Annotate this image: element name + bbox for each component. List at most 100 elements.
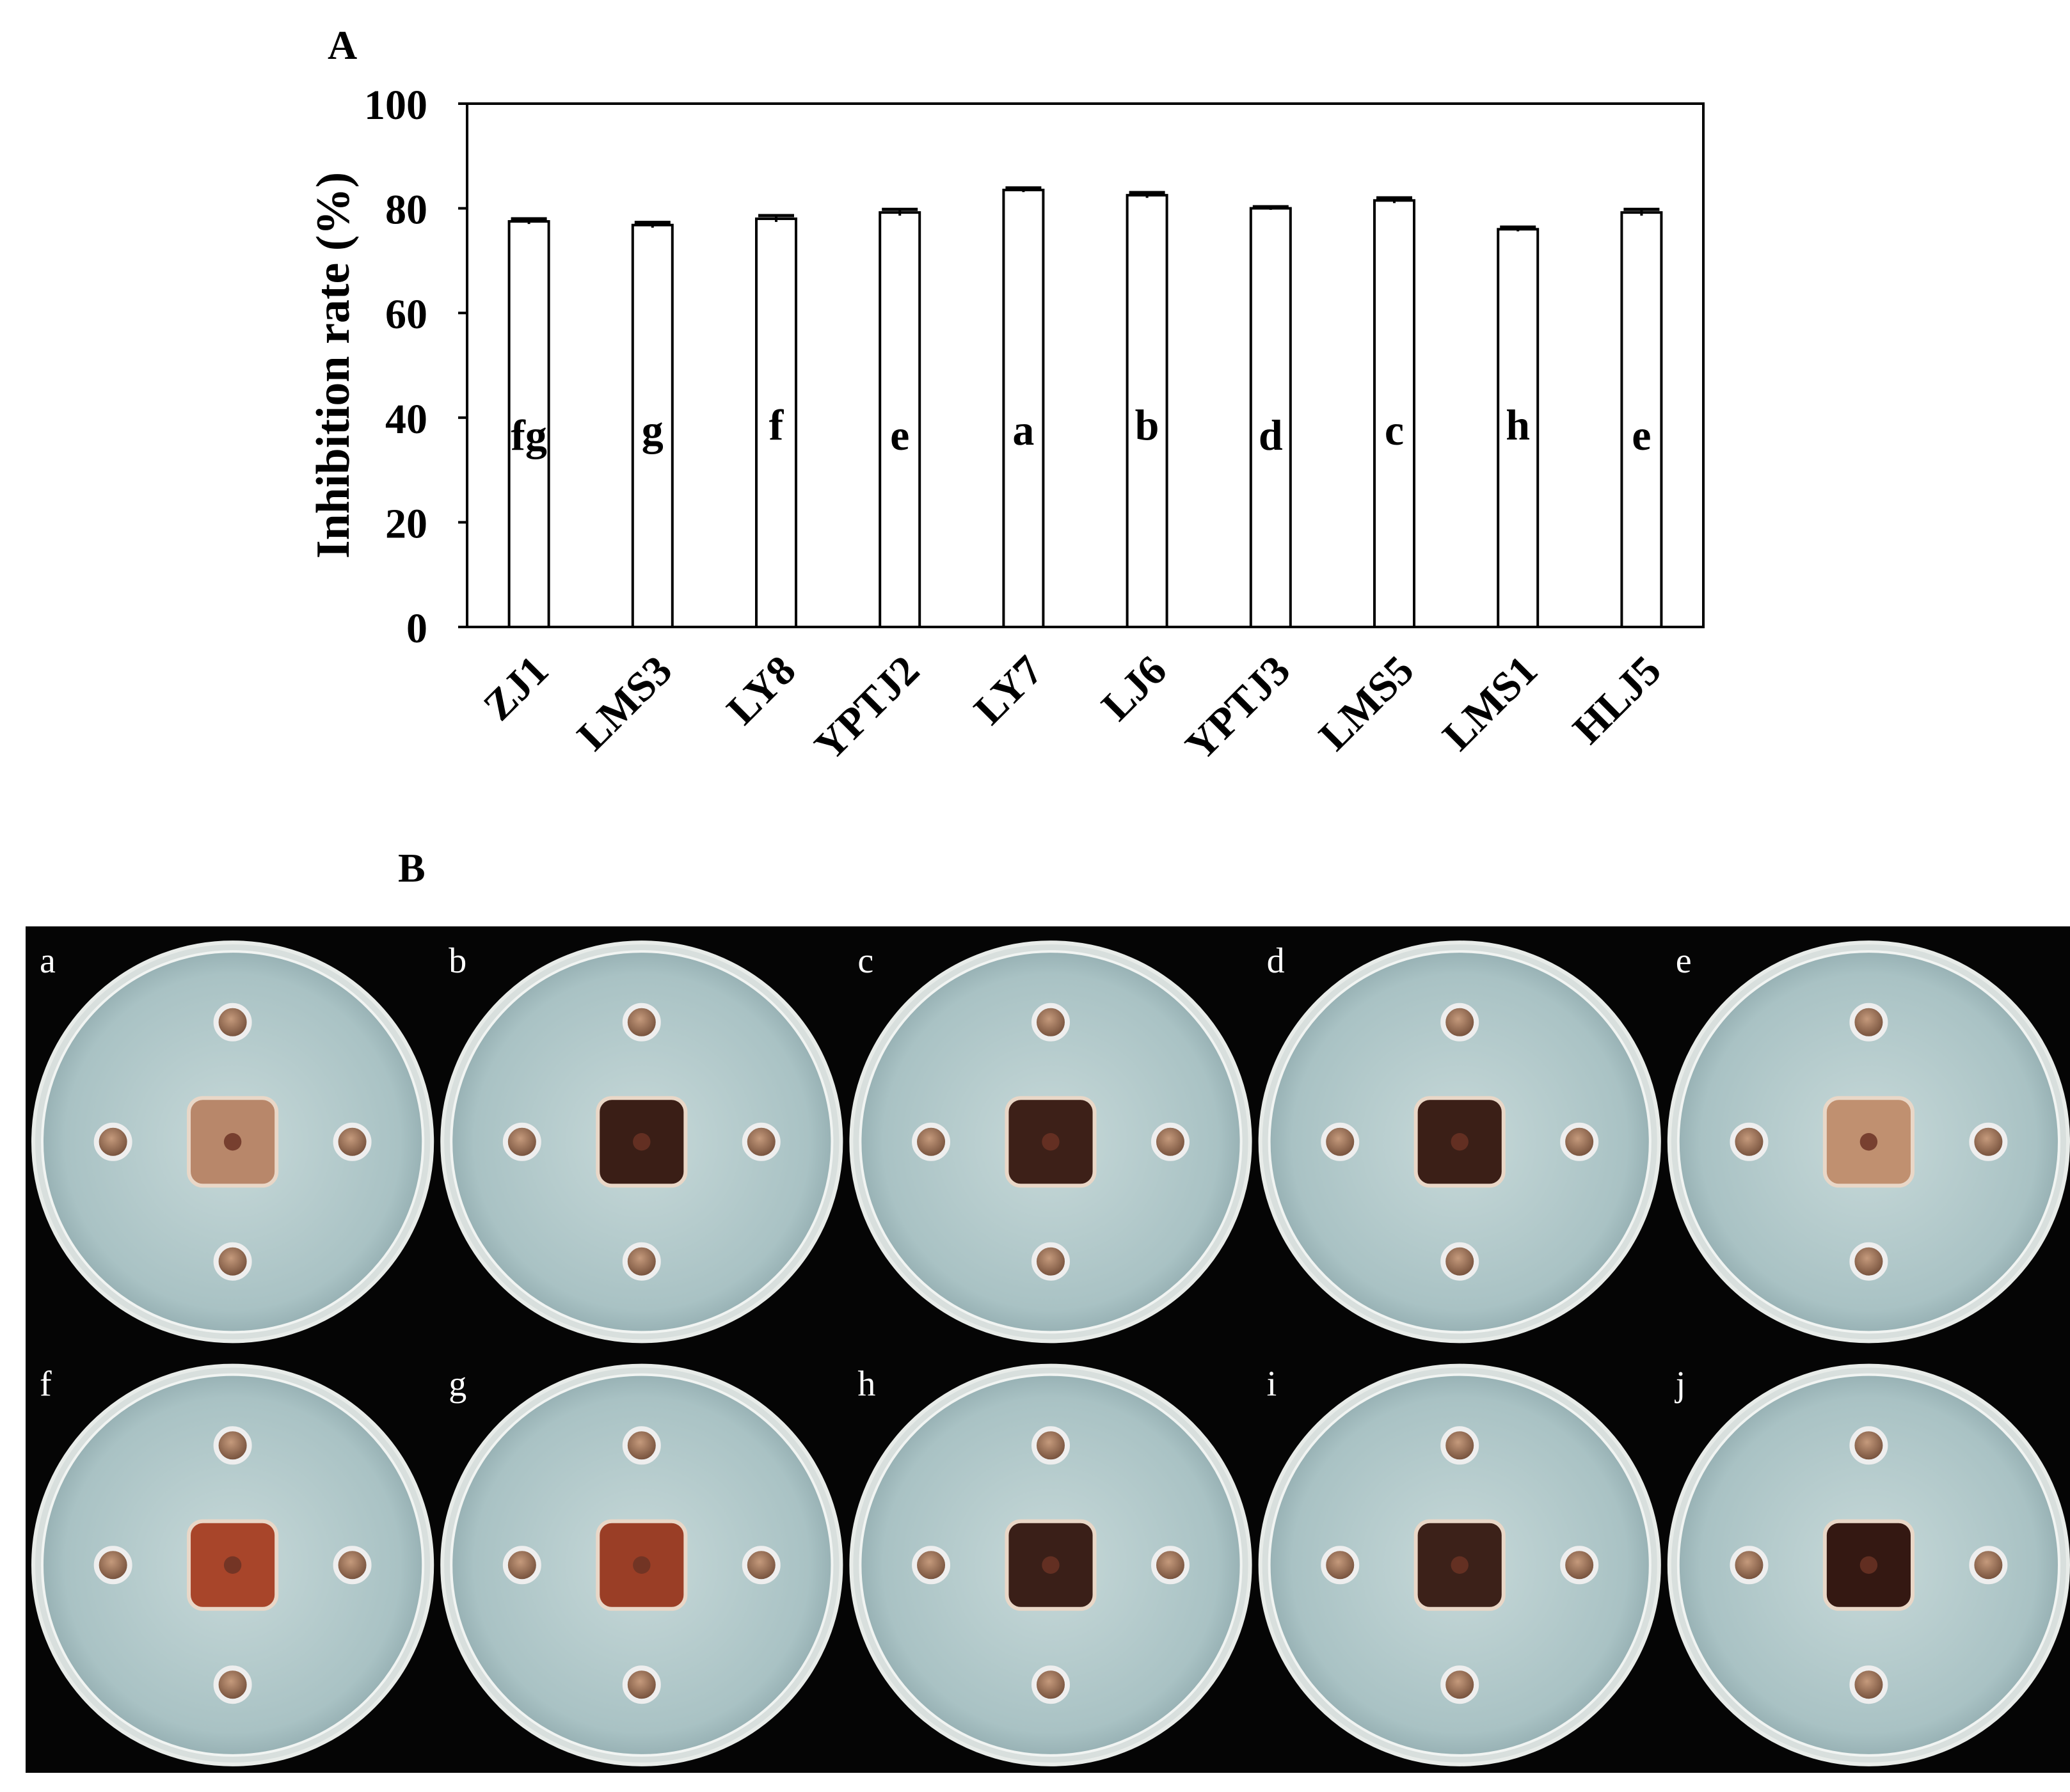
plot-frame [466, 102, 1705, 628]
petri-dish-f [31, 1363, 434, 1766]
oxford-cup-well [213, 1242, 252, 1281]
oxford-cup-well [1440, 1426, 1479, 1465]
oxford-cup-well [1031, 1242, 1070, 1281]
oxford-cup-well [1969, 1122, 2008, 1161]
plate-label: e [1676, 941, 1692, 981]
plate-label: d [1267, 941, 1285, 981]
oxford-cup-well [1560, 1546, 1599, 1585]
x-tick-label: LMS1 [1434, 647, 1547, 759]
plate-label: f [40, 1365, 52, 1404]
oxford-cup-well [1321, 1122, 1360, 1161]
petri-dish-b [440, 940, 843, 1344]
plate-label: c [857, 941, 873, 981]
y-axis-label: Inhibition rate (%) [307, 172, 360, 559]
significance-letter: g [642, 406, 664, 454]
oxford-cup-well [1969, 1546, 2008, 1585]
bars-layer: fg g f e a b d c h e [507, 186, 1663, 629]
oxford-cup-well [742, 1546, 781, 1585]
y-tick-label: 100 [364, 82, 427, 129]
oxford-cup-well [622, 1003, 661, 1042]
significance-letter: a [1012, 406, 1034, 454]
bar-lms1 [1497, 228, 1540, 628]
oxford-cup-well [1150, 1122, 1190, 1161]
plate-label: h [857, 1365, 875, 1404]
oxford-cup-well [502, 1546, 541, 1585]
oxford-cup-well [213, 1426, 252, 1465]
oxford-cup-well [213, 1003, 252, 1042]
significance-letter: f [769, 400, 784, 449]
petri-dish-g [440, 1363, 843, 1766]
plate-label: a [40, 941, 56, 981]
panel-a-label: A [328, 22, 358, 68]
oxford-cup-well [333, 1546, 372, 1585]
x-tick-label: LJ6 [1093, 647, 1175, 729]
x-tick-label: LY8 [718, 647, 805, 734]
oxford-cup-well [742, 1122, 781, 1161]
oxford-cup-well [1440, 1665, 1479, 1704]
oxford-cup-well [1849, 1242, 1888, 1281]
x-tick-label: HLJ5 [1564, 647, 1670, 753]
oxford-cup-well [1560, 1122, 1599, 1161]
bar-ly8 [755, 217, 797, 628]
y-tick-label: 60 [385, 291, 427, 338]
x-tick-label: ZJ1 [475, 647, 557, 729]
petri-dish-i [1258, 1363, 1661, 1766]
plate-label: i [1267, 1365, 1277, 1404]
oxford-cup-well [912, 1122, 951, 1161]
y-tick-label: 40 [385, 396, 427, 443]
panel-b-label: B [398, 845, 426, 891]
oxford-cup-well [1031, 1003, 1070, 1042]
plate-label: g [449, 1365, 466, 1404]
oxford-cup-well [93, 1546, 132, 1585]
plate-label: b [449, 941, 466, 981]
petri-dishes: a b c d e f g h i j [31, 940, 2070, 1766]
bar-lms5 [1373, 199, 1415, 628]
oxford-cup-well [622, 1665, 661, 1704]
plate-label: j [1675, 1365, 1686, 1404]
petri-dish-h [849, 1363, 1252, 1766]
oxford-cup-well [502, 1122, 541, 1161]
oxford-cup-well [213, 1665, 252, 1704]
bar-hlj5 [1620, 211, 1663, 629]
x-axis-labels: ZJ1 LMS3 LY8 YPTJ2 LY7 LJ6 YPTJ3 LMS5 LMS1 HLJ5 [475, 647, 1670, 770]
significance-letter: e [890, 411, 909, 459]
x-tick-label: YPTJ3 [1177, 647, 1300, 770]
oxford-cup-well [622, 1426, 661, 1465]
significance-letter: d [1259, 411, 1283, 459]
bar-lms3 [631, 223, 674, 628]
oxford-cup-well [1730, 1122, 1769, 1161]
bar-chart: fg g f e a b d c h e 0 20 40 60 80 100 ZJ1 LMS3 LY8 YPTJ2… [307, 82, 1705, 770]
x-tick-label: LY7 [965, 647, 1052, 734]
oxford-cup-well [1150, 1546, 1190, 1585]
oxford-cup-well [1849, 1665, 1888, 1704]
petri-dish-e [1667, 940, 2070, 1344]
y-axis-ticks: 0 20 40 60 80 100 [364, 82, 467, 652]
oxford-cup-well [333, 1122, 372, 1161]
oxford-cup-well [912, 1546, 951, 1585]
oxford-cup-well [1849, 1003, 1888, 1042]
oxford-cup-well [93, 1122, 132, 1161]
significance-letter: fg [511, 411, 547, 459]
x-tick-label: LMS5 [1310, 647, 1423, 759]
y-tick-label: 80 [385, 187, 427, 234]
x-tick-label: YPTJ2 [806, 647, 928, 770]
oxford-cup-well [1440, 1003, 1479, 1042]
significance-letter: e [1632, 411, 1651, 459]
oxford-cup-well [622, 1242, 661, 1281]
significance-letter: h [1506, 400, 1530, 449]
bar-zj1 [507, 220, 550, 628]
petri-dish-photo-panel: a b c d e f g h i j [26, 926, 2070, 1773]
petri-dish-j [1667, 1363, 2070, 1766]
bar-yptj3 [1249, 207, 1292, 629]
oxford-cup-well [1031, 1426, 1070, 1465]
petri-dish-d [1258, 940, 1661, 1344]
bar-lj6 [1126, 194, 1168, 628]
oxford-cup-well [1321, 1546, 1360, 1585]
y-tick-label: 20 [385, 500, 427, 547]
petri-dish-c [849, 940, 1252, 1344]
oxford-cup-well [1849, 1426, 1888, 1465]
bar-yptj2 [879, 211, 921, 629]
significance-letter: c [1385, 406, 1404, 454]
petri-dish-a [31, 940, 434, 1344]
y-tick-label: 0 [406, 605, 427, 652]
